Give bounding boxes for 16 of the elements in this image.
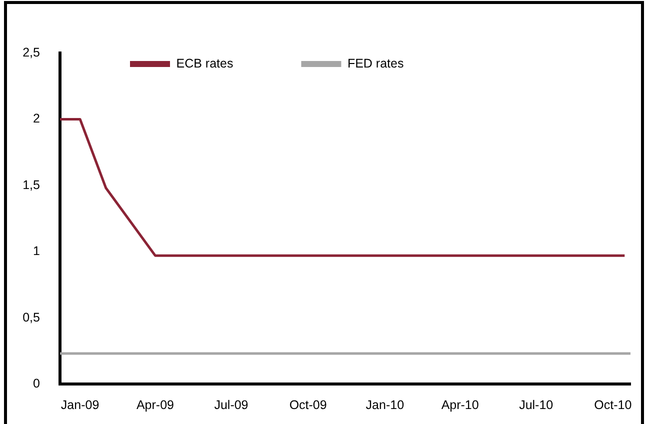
y-tick-label: 0,5 [22, 310, 40, 324]
y-tick-label: 2,5 [22, 45, 40, 60]
x-tick-label: Jan-09 [60, 398, 100, 412]
y-tick-label: 0 [33, 376, 40, 390]
x-tick-label: Jul-09 [214, 398, 248, 412]
legend-label: FED rates [347, 56, 404, 70]
y-tick-label: 1,5 [22, 178, 40, 192]
x-tick-label: Apr-09 [136, 398, 174, 412]
legend-label: ECB rates [176, 56, 234, 70]
x-tick-label: Oct-10 [594, 398, 632, 412]
x-tick-label: Oct-09 [289, 398, 327, 412]
x-tick-label: Jan-10 [366, 398, 404, 412]
x-tick-label: Jul-10 [519, 398, 554, 412]
x-tick-label: Apr-10 [441, 398, 479, 412]
y-tick-label: 2 [33, 112, 40, 126]
y-tick-label: 1 [33, 244, 40, 258]
